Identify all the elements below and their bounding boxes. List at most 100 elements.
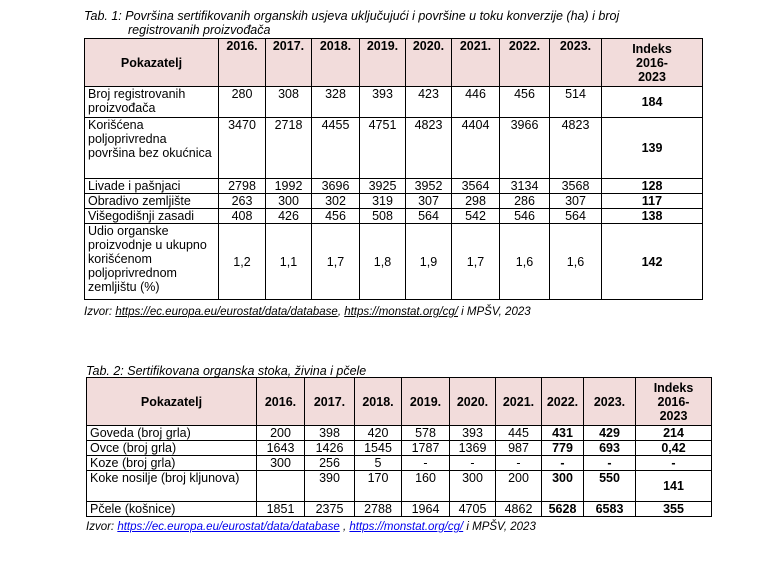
cell: 3134 <box>499 178 550 194</box>
cell: 779 <box>541 440 584 456</box>
table-row: Koze (broj grla) 300 256 5 - - - - - - <box>86 455 712 471</box>
row-label: Višegodišnji zasadi <box>84 208 219 224</box>
cell: 319 <box>359 193 406 209</box>
cell: - <box>583 455 636 471</box>
eurostat-link[interactable]: https://ec.europa.eu/eurostat/data/datab… <box>115 306 338 318</box>
cell: 328 <box>311 86 360 118</box>
monstat-link[interactable]: https://monstat.org/cg/ <box>349 521 464 533</box>
cell: 263 <box>218 193 266 209</box>
table2-header-index: Indeks 2016-2023 <box>635 377 712 426</box>
cell: 1,8 <box>359 223 406 300</box>
table1-header-index: Indeks 2016-2023 <box>601 38 703 87</box>
cell: 429 <box>583 425 636 441</box>
cell: 578 <box>401 425 450 441</box>
cell: 3470 <box>218 117 266 179</box>
table2-header-year: 2016. <box>256 377 305 426</box>
table-row: Livade i pašnjaci 2798 1992 3696 3925 39… <box>84 178 703 194</box>
eurostat-link[interactable]: https://ec.europa.eu/eurostat/data/datab… <box>117 521 340 533</box>
cell: 1,7 <box>451 223 500 300</box>
cell: 3925 <box>359 178 406 194</box>
row-label: Koze (broj grla) <box>86 455 257 471</box>
table-row: Koke nosilje (broj kljunova) 390 170 160… <box>86 470 712 502</box>
cell: 1,1 <box>265 223 312 300</box>
cell: 546 <box>499 208 550 224</box>
cell <box>256 470 305 502</box>
table1-header-indicator: Pokazatelj <box>84 38 219 87</box>
table1-source: Izvor: https://ec.europa.eu/eurostat/dat… <box>84 306 724 319</box>
cell: 1787 <box>401 440 450 456</box>
table2-header-year: 2018. <box>354 377 402 426</box>
table1-header-year: 2020. <box>405 38 452 87</box>
cell: - <box>541 455 584 471</box>
table1-header-year: 2023. <box>549 38 602 87</box>
cell: 4751 <box>359 117 406 179</box>
table1-header-year: 2021. <box>451 38 500 87</box>
cell: 2788 <box>354 501 402 517</box>
row-label: Ovce (broj grla) <box>86 440 257 456</box>
cell: 1369 <box>449 440 496 456</box>
cell: 2798 <box>218 178 266 194</box>
table2-header-year: 2021. <box>495 377 542 426</box>
cell: 1851 <box>256 501 305 517</box>
table1-caption: Tab. 1: Površina sertifikovanih organski… <box>84 9 724 37</box>
index-cell: 139 <box>601 117 703 179</box>
cell: 256 <box>304 455 355 471</box>
table-row: Broj registrovanih proizvođača 280 308 3… <box>84 86 703 118</box>
table2-header-year: 2017. <box>304 377 355 426</box>
monstat-link[interactable]: https://monstat.org/cg/ <box>344 306 458 318</box>
cell: 6583 <box>583 501 636 517</box>
index-cell: - <box>635 455 712 471</box>
cell: - <box>449 455 496 471</box>
cell: 4404 <box>451 117 500 179</box>
table2-header-year: 2022. <box>541 377 584 426</box>
cell: 3568 <box>549 178 602 194</box>
cell: 1992 <box>265 178 312 194</box>
cell: 280 <box>218 86 266 118</box>
cell: 2375 <box>304 501 355 517</box>
cell: 393 <box>359 86 406 118</box>
cell: 5628 <box>541 501 584 517</box>
table1-caption-line2: registrovanih proizvođača <box>128 23 271 37</box>
index-cell: 0,42 <box>635 440 712 456</box>
cell: 300 <box>256 455 305 471</box>
cell: 445 <box>495 425 542 441</box>
index-cell: 128 <box>601 178 703 194</box>
table1-caption-line1: Tab. 1: Površina sertifikovanih organski… <box>84 9 620 23</box>
cell: 693 <box>583 440 636 456</box>
cell: - <box>495 455 542 471</box>
row-label: Obradivo zemljište <box>84 193 219 209</box>
table2: Pokazatelj 2016. 2017. 2018. 2019. 2020.… <box>86 377 712 517</box>
source-suffix: i MPŠV, 2023 <box>457 306 531 318</box>
table2-header-indicator: Pokazatelj <box>86 377 257 426</box>
cell: 3564 <box>451 178 500 194</box>
cell: 456 <box>499 86 550 118</box>
cell: 298 <box>451 193 500 209</box>
index-cell: 142 <box>601 223 703 300</box>
source-prefix: Izvor: <box>86 521 118 533</box>
table2-header-year: 2023. <box>583 377 636 426</box>
cell: 431 <box>541 425 584 441</box>
cell: 300 <box>541 470 584 502</box>
cell: 514 <box>549 86 602 118</box>
cell: 308 <box>265 86 312 118</box>
cell: 408 <box>218 208 266 224</box>
index-cell: 355 <box>635 501 712 517</box>
table2-header-year: 2020. <box>449 377 496 426</box>
index-cell: 138 <box>601 208 703 224</box>
cell: 426 <box>265 208 312 224</box>
cell: 1,2 <box>218 223 266 300</box>
index-cell: 214 <box>635 425 712 441</box>
table2-caption: Tab. 2: Sertifikovana organska stoka, ži… <box>86 364 367 378</box>
cell: 4823 <box>405 117 452 179</box>
cell: 423 <box>405 86 452 118</box>
table-row: Korišćena poljoprivredna površina bez ok… <box>84 117 703 179</box>
table1-header-year: 2019. <box>359 38 406 87</box>
source-separator: , <box>339 521 350 533</box>
table2-source: Izvor: https://ec.europa.eu/eurostat/dat… <box>86 521 726 534</box>
cell: 393 <box>449 425 496 441</box>
cell: 456 <box>311 208 360 224</box>
cell: 1,7 <box>311 223 360 300</box>
cell: 564 <box>405 208 452 224</box>
cell: 3952 <box>405 178 452 194</box>
table-row: Udio organske proizvodnje u ukupno koriš… <box>84 223 703 300</box>
